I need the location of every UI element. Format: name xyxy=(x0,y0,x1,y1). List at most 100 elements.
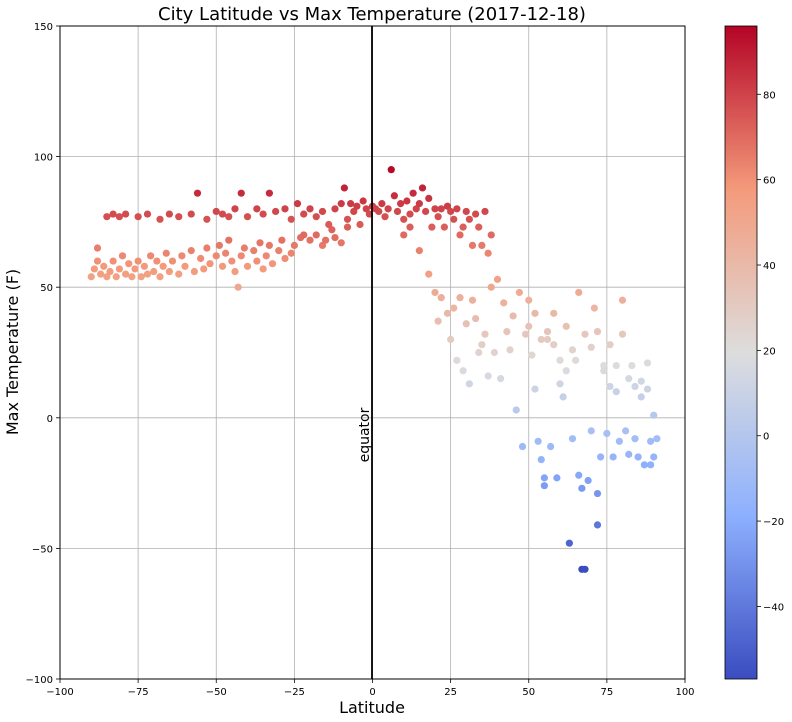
scatter-point xyxy=(422,207,430,216)
x-tick-label: −100 xyxy=(46,687,73,698)
scatter-point xyxy=(237,189,245,197)
scatter-point xyxy=(540,474,548,482)
x-tick-label: 100 xyxy=(675,687,694,698)
scatter-point xyxy=(550,309,558,317)
scatter-point xyxy=(197,254,205,263)
scatter-point xyxy=(306,236,314,244)
scatter-point xyxy=(134,213,142,221)
scatter-point xyxy=(218,210,227,218)
scatter-point xyxy=(509,312,517,320)
scatter-point xyxy=(418,184,427,192)
scatter-point xyxy=(343,215,352,223)
scatter-point xyxy=(500,299,508,307)
scatter-point xyxy=(240,244,248,252)
scatter-point xyxy=(225,236,233,244)
scatter-point xyxy=(537,455,545,464)
scatter-points xyxy=(87,166,661,573)
scatter-point xyxy=(553,474,561,482)
scatter-point xyxy=(318,207,327,216)
scatter-point xyxy=(562,367,570,375)
colorbar xyxy=(724,25,758,680)
scatter-point xyxy=(318,241,327,250)
scatter-point xyxy=(543,335,552,344)
scatter-point xyxy=(543,328,552,336)
scatter-point xyxy=(115,265,123,273)
scatter-point xyxy=(356,220,364,229)
scatter-point xyxy=(618,330,627,338)
x-tick-label: 50 xyxy=(522,687,535,698)
x-tick-label: 25 xyxy=(444,687,457,698)
scatter-point xyxy=(203,215,211,223)
scatter-point xyxy=(162,249,170,257)
x-tick-label: −75 xyxy=(128,687,149,698)
y-axis: −100 −50 0 50 100 150 xyxy=(26,22,60,686)
scatter-point xyxy=(156,215,164,223)
colorbar-tick-label: 40 xyxy=(763,261,776,272)
scatter-point xyxy=(203,244,211,252)
scatter-point xyxy=(481,330,489,338)
scatter-point xyxy=(337,239,345,247)
scatter-point xyxy=(456,231,464,239)
colorbar-tick-label: 80 xyxy=(763,90,776,101)
scatter-point xyxy=(256,239,264,247)
scatter-point xyxy=(259,210,267,218)
chart-title: City Latitude vs Max Temperature (2017-1… xyxy=(158,4,586,25)
scatter-point xyxy=(222,249,230,257)
scatter-point xyxy=(325,220,333,229)
scatter-point xyxy=(434,213,442,221)
scatter-point xyxy=(537,335,545,344)
scatter-point xyxy=(609,453,617,461)
scatter-point xyxy=(472,314,480,323)
scatter-point xyxy=(400,215,408,223)
scatter-point xyxy=(415,247,423,255)
scatter-point xyxy=(109,257,117,265)
scatter-point xyxy=(443,309,452,317)
scatter-point xyxy=(187,247,195,255)
scatter-point xyxy=(175,270,183,278)
scatter-point xyxy=(103,213,111,221)
scatter-point xyxy=(484,249,492,257)
scatter-point xyxy=(287,249,295,257)
scatter-point xyxy=(462,320,470,328)
scatter-point xyxy=(450,215,458,223)
scatter-point xyxy=(187,210,195,218)
scatter-point xyxy=(128,273,136,281)
scatter-point xyxy=(606,341,614,349)
scatter-point xyxy=(622,427,630,435)
scatter-point xyxy=(193,189,202,197)
scatter-point xyxy=(612,361,620,370)
scatter-point xyxy=(265,241,273,250)
equator-label: equator xyxy=(357,407,373,462)
scatter-point xyxy=(440,223,448,231)
scatter-point xyxy=(281,254,289,263)
scatter-point xyxy=(131,265,139,273)
scatter-point xyxy=(347,200,355,208)
scatter-point xyxy=(147,252,155,260)
scatter-point xyxy=(122,210,130,218)
scatter-point xyxy=(265,189,273,197)
colorbar-tick-label: 0 xyxy=(763,432,769,443)
scatter-point xyxy=(118,252,127,260)
scatter-point xyxy=(231,267,239,276)
colorbar-tick-label: −20 xyxy=(763,517,784,528)
scatter-point xyxy=(409,189,417,197)
scatter-point xyxy=(93,257,102,265)
colorbar-tick-label: −40 xyxy=(763,602,784,613)
scatter-point xyxy=(587,343,595,351)
scatter-point xyxy=(312,231,320,239)
scatter-point xyxy=(337,200,345,208)
scatter-point xyxy=(353,202,361,210)
scatter-point xyxy=(625,450,633,458)
scatter-point xyxy=(181,262,189,270)
scatter-point xyxy=(287,215,295,223)
scatter-point xyxy=(593,521,602,529)
scatter-point xyxy=(268,260,277,268)
x-tick-label: −50 xyxy=(206,687,227,698)
scatter-point xyxy=(278,236,286,244)
scatter-point xyxy=(397,200,405,208)
scatter-point xyxy=(565,539,573,547)
scatter-point xyxy=(634,453,642,461)
scatter-point xyxy=(481,207,489,216)
scatter-point xyxy=(206,260,214,268)
x-tick-label: 0 xyxy=(369,687,375,698)
